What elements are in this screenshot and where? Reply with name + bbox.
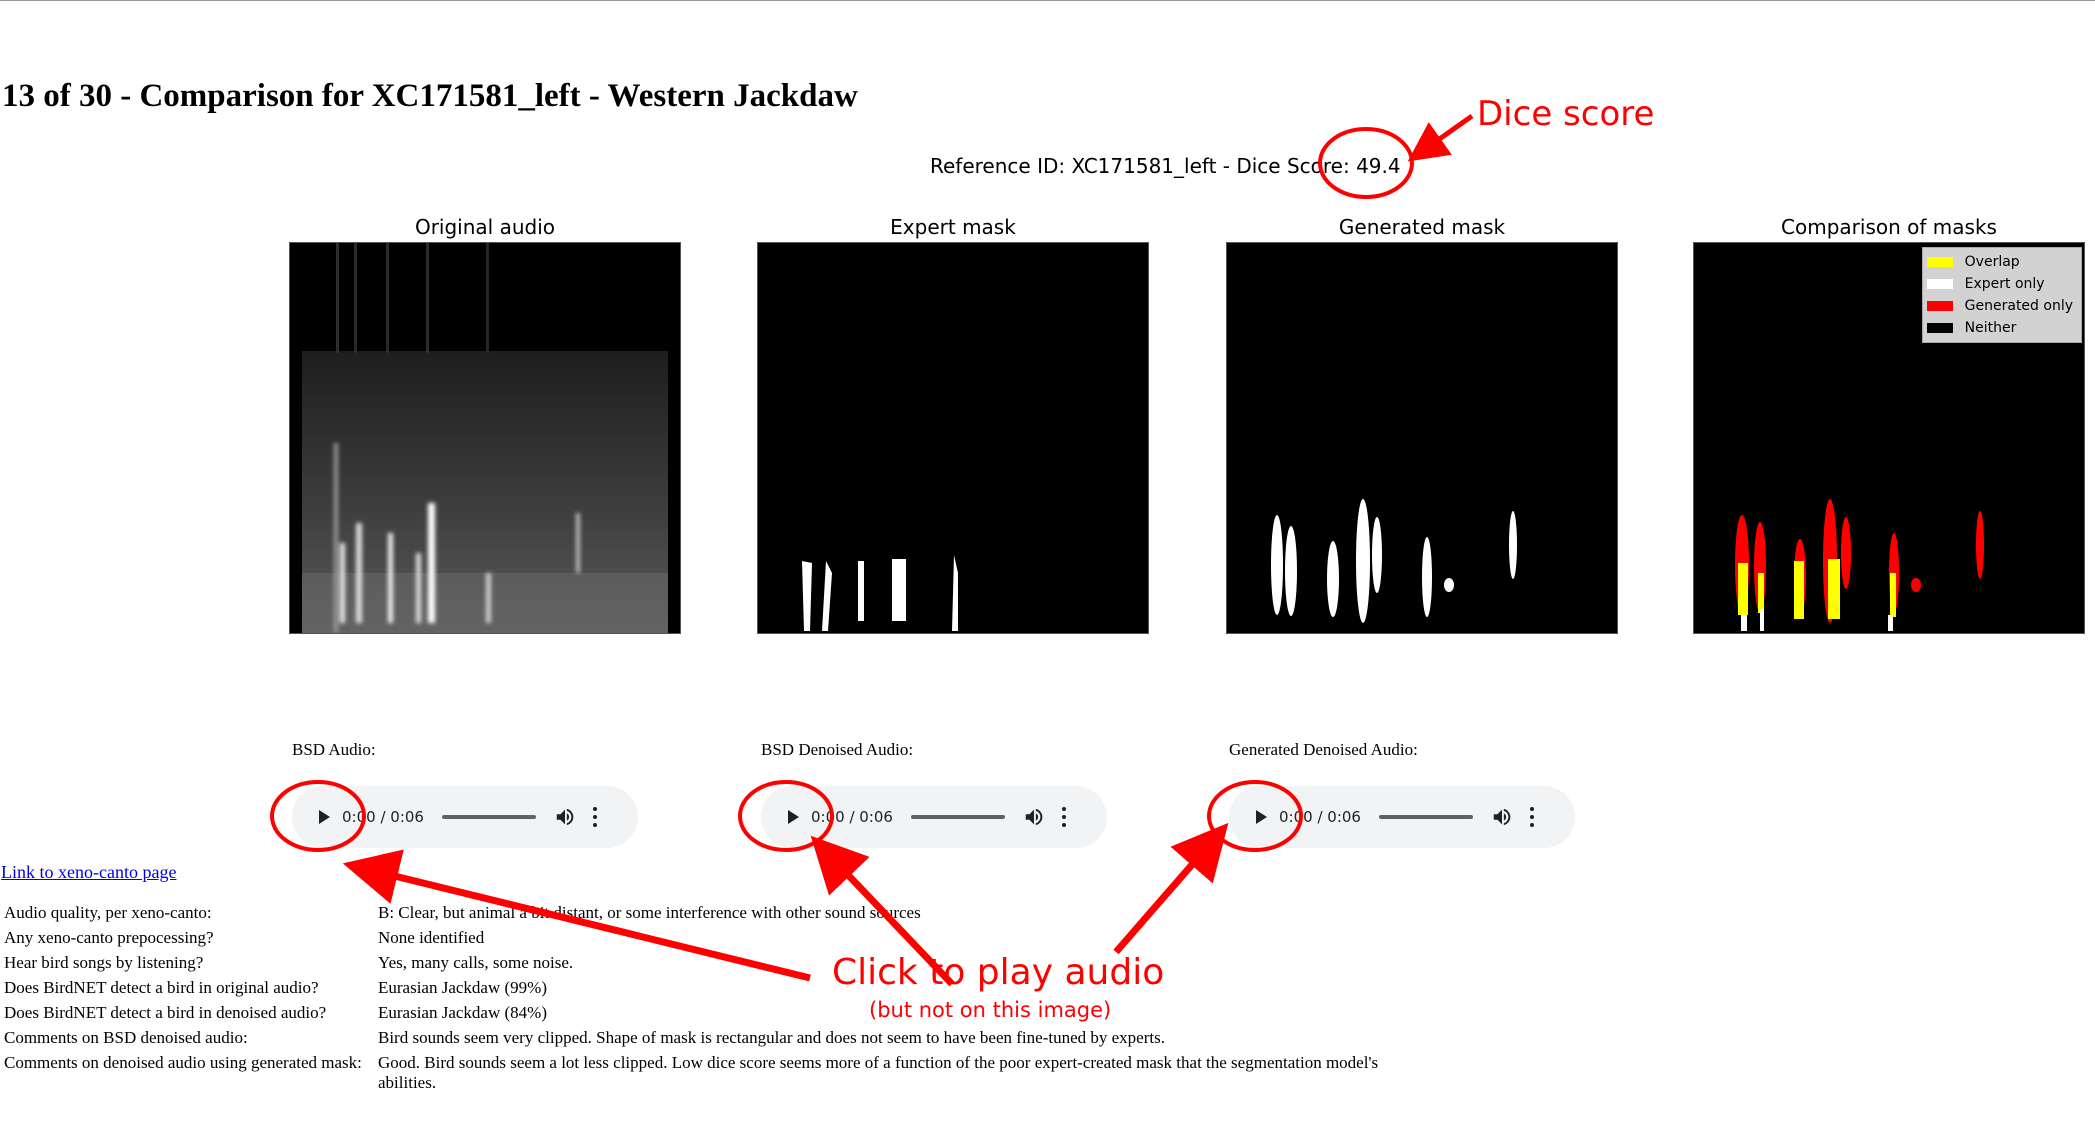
info-question: Audio quality, per xeno-canto: [4,903,212,922]
generated-mask-image [1226,242,1618,634]
audio-block-generated-denoised: Generated Denoised Audio: 0:00 / 0:06 [1229,740,1579,848]
legend-item-neither: Neither [1926,317,2073,339]
panel-title-expert: Expert mask [890,215,1016,239]
expert-mask-image [757,242,1149,634]
info-answer: None identified [378,928,485,947]
info-answer: Bird sounds seem very clipped. Shape of … [378,1028,1165,1047]
spectrogram-graphic [290,243,680,633]
audio-player-bsd[interactable]: 0:00 / 0:06 [292,786,638,848]
dice-score-annotation: Dice score [1477,94,1655,134]
audio-progress-slider[interactable] [441,815,536,819]
volume-icon[interactable] [1023,806,1045,828]
audio-label-bsd: BSD Audio: [292,740,376,759]
play-icon[interactable] [785,808,801,826]
volume-icon[interactable] [1491,806,1513,828]
table-row: Comments on denoised audio using generat… [4,1053,1418,1093]
info-answer: Good. Bird sounds seem a lot less clippe… [378,1053,1379,1092]
audio-player-bsd-denoised[interactable]: 0:00 / 0:06 [761,786,1107,848]
audio-time: 0:00 / 0:06 [811,808,893,826]
play-icon[interactable] [316,808,332,826]
panel-comparison: Comparison of masks [1693,212,2085,634]
legend-label: Generated only [1964,298,2073,314]
info-answer: Eurasian Jackdaw (84%) [378,1003,547,1022]
info-answer: Yes, many calls, some noise. [378,953,574,972]
info-answer: B: Clear, but animal a bit distant, or s… [378,903,921,922]
info-question: Comments on BSD denoised audio: [4,1028,248,1047]
spectrogram-image [289,242,681,634]
panel-title-original: Original audio [414,215,556,239]
table-row: Hear bird songs by listening? Yes, many c… [4,953,1418,978]
expert-mask-graphic [758,243,1148,633]
reference-dice-line: Reference ID: XC171581_left - Dice Score… [930,154,1401,178]
panel-title-generated: Generated mask [1338,215,1506,239]
legend-swatch-expert-only [1926,279,1953,289]
legend-item-expert-only: Expert only [1926,273,2073,295]
xeno-canto-link[interactable]: Link to xeno-canto page [1,862,177,882]
legend-swatch-generated-only [1926,301,1953,311]
legend-swatch-overlap [1926,257,1953,267]
audio-label-bsd-denoised: BSD Denoised Audio: [761,740,914,759]
audio-progress-slider[interactable] [1378,815,1473,819]
audio-time: 0:00 / 0:06 [342,808,424,826]
legend-item-generated-only: Generated only [1926,295,2073,317]
page-title: 13 of 30 - Comparison for XC171581_left … [2,78,858,114]
legend-label: Expert only [1964,276,2045,292]
panel-generated-mask: Generated mask [1226,212,1618,634]
info-answer: Eurasian Jackdaw (99%) [378,978,547,997]
info-question: Does BirdNET detect a bird in denoised a… [4,1003,327,1022]
legend-label: Overlap [1964,254,2020,270]
legend-swatch-neither [1926,323,1953,333]
volume-icon[interactable] [554,806,576,828]
info-question: Any xeno-canto prepocessing? [4,928,214,947]
generated-mask-graphic [1227,243,1617,633]
top-divider [0,0,2095,1]
audio-label-generated-denoised: Generated Denoised Audio: [1229,740,1418,759]
audio-block-bsd-denoised: BSD Denoised Audio: 0:00 / 0:06 [761,740,1111,848]
panel-title-comparison: Comparison of masks [1781,215,1997,239]
legend-item-overlap: Overlap [1926,251,2073,273]
audio-progress-slider[interactable] [910,815,1005,819]
info-question: Hear bird songs by listening? [4,953,204,972]
table-row: Does BirdNET detect a bird in original a… [4,978,1418,1003]
audio-time: 0:00 / 0:06 [1279,808,1361,826]
panel-original-audio: Original audio [289,212,681,634]
comparison-graphic [1694,243,2084,633]
more-options-icon[interactable] [1529,807,1535,827]
audio-block-bsd: BSD Audio: 0:00 / 0:06 [292,740,642,848]
table-row: Audio quality, per xeno-canto: B: Clear, … [4,903,1418,928]
more-options-icon[interactable] [592,807,598,827]
table-row: Does BirdNET detect a bird in denoised a… [4,1003,1418,1028]
play-icon[interactable] [1253,808,1269,826]
more-options-icon[interactable] [1061,807,1067,827]
audio-player-generated-denoised[interactable]: 0:00 / 0:06 [1229,786,1575,848]
info-question: Does BirdNET detect a bird in original a… [4,978,319,997]
table-row: Comments on BSD denoised audio: Bird soun… [4,1028,1418,1053]
legend-label: Neither [1964,320,2017,336]
comparison-image: Overlap Expert only Generated only Neith… [1693,242,2085,634]
table-row: Any xeno-canto prepocessing? None identif… [4,928,1418,953]
dice-arrow [1407,113,1474,162]
info-question: Comments on denoised audio using generat… [4,1053,362,1072]
comparison-legend: Overlap Expert only Generated only Neith… [1921,247,2082,343]
info-table: Audio quality, per xeno-canto: B: Clear, … [4,903,1418,1093]
panel-expert-mask: Expert mask [757,212,1149,634]
